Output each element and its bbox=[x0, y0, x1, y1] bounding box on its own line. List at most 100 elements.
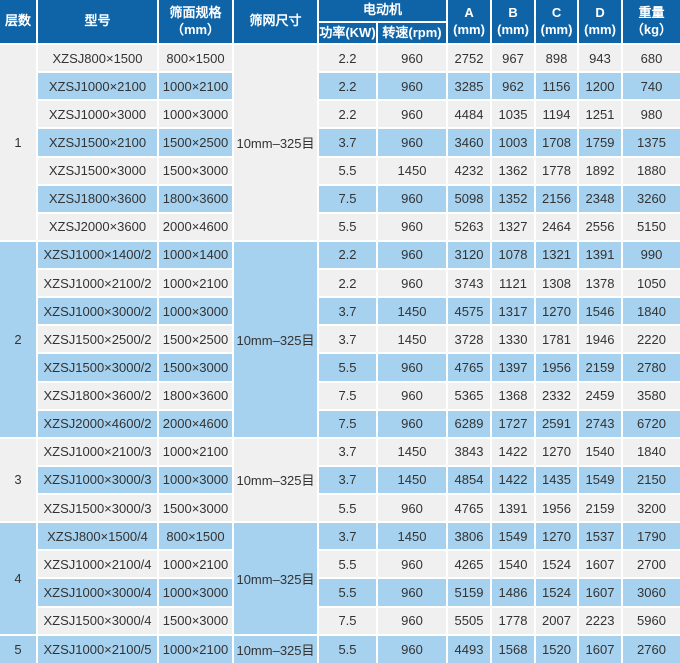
cell-power: 2.2 bbox=[317, 267, 378, 299]
table-row: 3 XZSJ1000×2100/3 1000×2100 10mm–325目 3.7 145… bbox=[0, 436, 680, 524]
cell-c: 1781 bbox=[534, 324, 580, 355]
spec-table-body: 1 XZSJ800×1500 800×1500 10mm–325目 2.2 960 2752… bbox=[0, 42, 680, 663]
cell-speed: 1450 bbox=[375, 324, 449, 355]
cell-power: 7.5 bbox=[317, 408, 378, 439]
cell-b: 1549 bbox=[490, 521, 537, 552]
cell-d: 1549 bbox=[577, 464, 624, 496]
cell-a: 3806 bbox=[446, 521, 493, 552]
cell-model: XZSJ800×1500/4 bbox=[36, 521, 159, 552]
cell-model: XZSJ1000×2100/2 bbox=[36, 267, 159, 299]
col-header-a-line1: A bbox=[464, 4, 474, 20]
cell-screen-spec: 1500×3000 bbox=[157, 492, 234, 524]
cell-screen-spec: 2000×4600 bbox=[157, 408, 234, 439]
cell-b: 1727 bbox=[490, 408, 537, 439]
cell-screen-spec: 1500×3000 bbox=[157, 155, 234, 186]
cell-weight: 2760 bbox=[621, 633, 680, 663]
cell-screen-spec: 1000×2100 bbox=[157, 267, 234, 299]
col-header-d-line2: (mm) bbox=[584, 21, 616, 37]
cell-power: 5.5 bbox=[317, 211, 378, 242]
cell-weight: 5960 bbox=[621, 605, 680, 636]
cell-a: 2752 bbox=[446, 42, 493, 74]
cell-power: 3.7 bbox=[317, 127, 378, 158]
cell-weight: 2700 bbox=[621, 549, 680, 580]
cell-b: 1422 bbox=[490, 436, 537, 467]
cell-layer: 5 bbox=[0, 633, 38, 663]
cell-model: XZSJ1500×3000/4 bbox=[36, 605, 159, 636]
table-row: XZSJ1500×2500/2 1500×2500 3.7 1450 3728 1330 1… bbox=[0, 324, 680, 355]
cell-speed: 960 bbox=[375, 267, 449, 299]
cell-power: 5.5 bbox=[317, 155, 378, 186]
cell-model: XZSJ1000×2100/3 bbox=[36, 436, 159, 467]
col-header-b: B (mm) bbox=[490, 0, 537, 45]
cell-a: 3460 bbox=[446, 127, 493, 158]
table-row: XZSJ1500×3000 1500×3000 5.5 1450 4232 1362 177… bbox=[0, 155, 680, 186]
cell-b: 1035 bbox=[490, 99, 537, 130]
cell-mesh-size: 10mm–325目 bbox=[232, 521, 319, 636]
cell-mesh-size: 10mm–325目 bbox=[232, 43, 319, 242]
cell-power: 5.5 bbox=[317, 577, 378, 608]
cell-d: 1607 bbox=[577, 633, 624, 663]
cell-a: 5263 bbox=[446, 211, 493, 242]
cell-weight: 680 bbox=[621, 42, 680, 74]
table-row: 2 XZSJ1000×1400/2 1000×1400 10mm–325目 2.2 960… bbox=[0, 239, 680, 439]
col-header-motor: 电动机 bbox=[316, 0, 449, 23]
table-row: XZSJ2000×3600 2000×4600 5.5 960 5263 1327 2464… bbox=[0, 211, 680, 242]
cell-c: 1956 bbox=[534, 492, 580, 524]
cell-weight: 5150 bbox=[621, 211, 680, 242]
cell-b: 967 bbox=[490, 42, 537, 74]
cell-model: XZSJ1500×2100 bbox=[36, 127, 159, 158]
cell-speed: 960 bbox=[375, 408, 449, 439]
cell-speed: 960 bbox=[375, 42, 449, 74]
cell-speed: 1450 bbox=[375, 296, 449, 327]
cell-b: 962 bbox=[490, 71, 537, 102]
cell-speed: 960 bbox=[375, 239, 449, 271]
cell-weight: 2150 bbox=[621, 464, 680, 496]
cell-power: 7.5 bbox=[317, 183, 378, 214]
cell-b: 1422 bbox=[490, 464, 537, 496]
cell-b: 1078 bbox=[490, 239, 537, 271]
cell-b: 1362 bbox=[490, 155, 537, 186]
cell-c: 1524 bbox=[534, 577, 580, 608]
col-header-layers: 层数 bbox=[0, 0, 38, 45]
cell-power: 5.5 bbox=[317, 633, 378, 663]
cell-a: 3285 bbox=[446, 71, 493, 102]
col-header-d: D (mm) bbox=[577, 0, 624, 45]
cell-d: 2743 bbox=[577, 408, 624, 439]
cell-model: XZSJ1000×1400/2 bbox=[36, 239, 159, 271]
cell-power: 2.2 bbox=[317, 42, 378, 74]
col-header-b-line1: B bbox=[508, 4, 518, 20]
cell-a: 3843 bbox=[446, 436, 493, 467]
cell-power: 5.5 bbox=[317, 352, 378, 383]
cell-speed: 1450 bbox=[375, 521, 449, 552]
cell-power: 2.2 bbox=[317, 99, 378, 130]
cell-weight: 1375 bbox=[621, 127, 680, 158]
cell-d: 2159 bbox=[577, 352, 624, 383]
cell-c: 1270 bbox=[534, 521, 580, 552]
cell-weight: 990 bbox=[621, 239, 680, 271]
cell-c: 1520 bbox=[534, 633, 580, 663]
table-row: XZSJ1000×3000/2 1000×3000 3.7 1450 4575 1317 1… bbox=[0, 296, 680, 327]
header-row-2: 功率(KW) 转速(rpm) bbox=[0, 21, 680, 45]
cell-screen-spec: 1000×2100 bbox=[157, 436, 234, 467]
cell-speed: 1450 bbox=[375, 464, 449, 496]
cell-weight: 2220 bbox=[621, 324, 680, 355]
cell-d: 2556 bbox=[577, 211, 624, 242]
cell-b: 1397 bbox=[490, 352, 537, 383]
cell-a: 5159 bbox=[446, 577, 493, 608]
cell-a: 4484 bbox=[446, 99, 493, 130]
cell-d: 1200 bbox=[577, 71, 624, 102]
cell-model: XZSJ2000×3600 bbox=[36, 211, 159, 242]
cell-model: XZSJ1000×3000/4 bbox=[36, 577, 159, 608]
cell-c: 1321 bbox=[534, 239, 580, 271]
cell-screen-spec: 800×1500 bbox=[157, 42, 234, 74]
cell-speed: 960 bbox=[375, 492, 449, 524]
cell-screen-spec: 1000×3000 bbox=[157, 464, 234, 496]
cell-a: 4854 bbox=[446, 464, 493, 496]
table-header: 层数 型号 筛面规格 （mm） 筛网尺寸 电动机 A (mm) B (mm) C bbox=[0, 0, 680, 45]
col-header-c: C (mm) bbox=[534, 0, 580, 45]
cell-power: 3.7 bbox=[317, 324, 378, 355]
cell-screen-spec: 1000×2100 bbox=[157, 549, 234, 580]
cell-power: 3.7 bbox=[317, 464, 378, 496]
cell-weight: 980 bbox=[621, 99, 680, 130]
